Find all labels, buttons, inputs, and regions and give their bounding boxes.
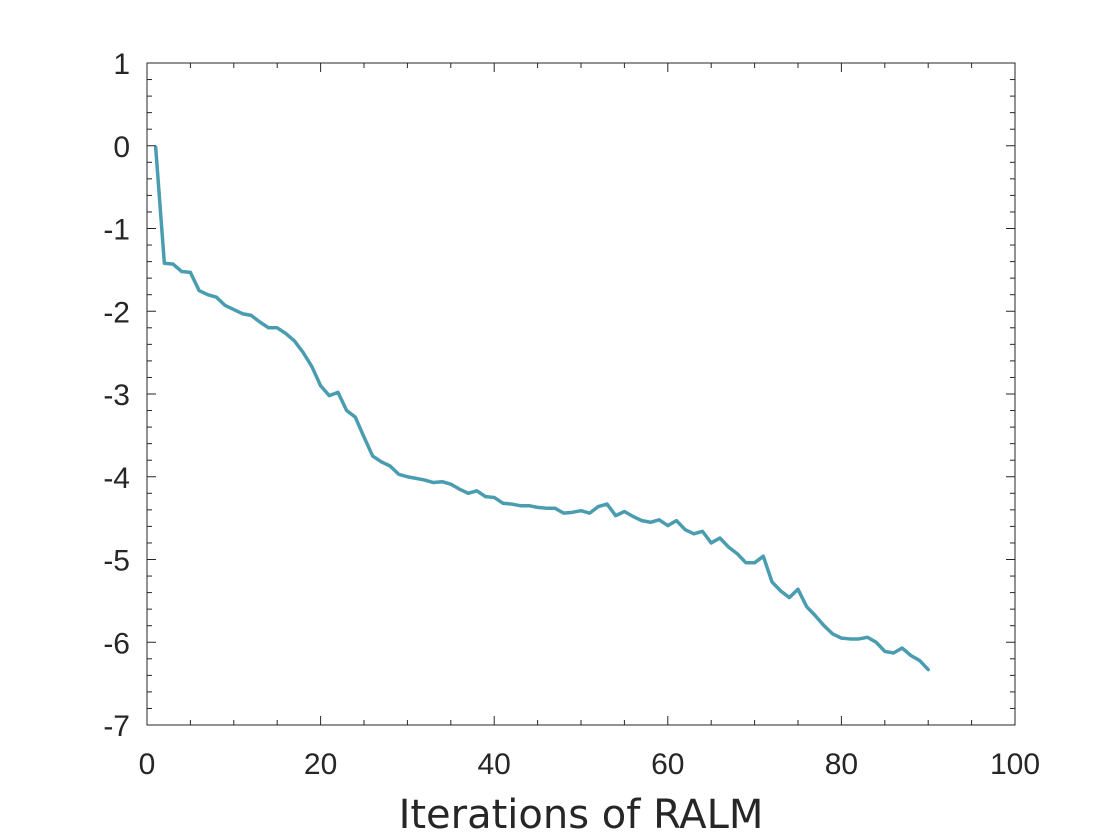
plot-area — [153, 145, 930, 672]
x-tick-label: 60 — [651, 748, 684, 781]
x-axis-label: Iterations of RALM — [399, 792, 764, 838]
series-line — [153, 145, 930, 672]
x-tick-label: 40 — [478, 748, 511, 781]
y-tick-label: 0 — [113, 131, 130, 164]
y-tick-label: -2 — [103, 296, 130, 329]
x-tick-labels: 0 20 40 60 80 100 — [139, 748, 1040, 781]
x-tick-label: 0 — [139, 748, 156, 781]
x-tick-label: 80 — [825, 748, 858, 781]
x-tick-label: 100 — [990, 748, 1040, 781]
y-tick-label: -1 — [103, 214, 130, 247]
y-tick-label: -5 — [103, 545, 130, 578]
y-tick-label: -6 — [103, 627, 130, 660]
y-tick-label: -3 — [103, 379, 130, 412]
y-tick-label: -7 — [103, 710, 130, 743]
y-tick-label: 1 — [113, 48, 130, 81]
x-tick-label: 20 — [304, 748, 337, 781]
y-tick-labels: 1 0 -1 -2 -3 -4 -5 -6 -7 — [103, 48, 130, 743]
plot-frame — [146, 62, 1016, 726]
y-tick-label: -4 — [103, 462, 130, 495]
axis-ticks — [146, 62, 1016, 726]
